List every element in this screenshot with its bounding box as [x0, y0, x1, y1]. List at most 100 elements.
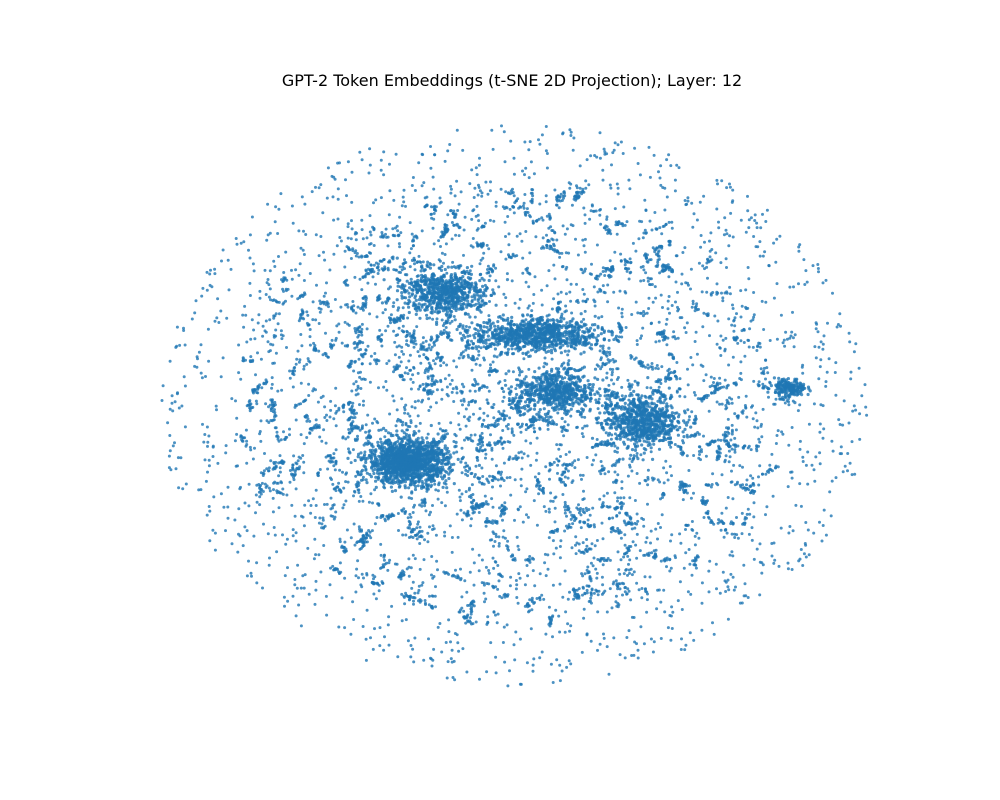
- scatter-point: [513, 329, 517, 333]
- scatter-point: [588, 409, 592, 413]
- scatter-point: [450, 468, 455, 472]
- scatter-point: [359, 451, 363, 455]
- scatter-point: [693, 534, 697, 538]
- scatter-point: [589, 397, 593, 401]
- scatter-point: [519, 205, 523, 209]
- scatter-point: [515, 392, 519, 397]
- scatter-point: [425, 313, 429, 317]
- scatter-point: [361, 355, 365, 359]
- scatter-point: [444, 288, 448, 292]
- scatter-point: [466, 282, 470, 286]
- scatter-point: [478, 279, 482, 283]
- scatter-point: [411, 476, 415, 480]
- scatter-point: [775, 434, 779, 437]
- scatter-point: [447, 461, 451, 465]
- scatter-point: [423, 288, 427, 292]
- scatter-point: [559, 375, 564, 379]
- scatter-point: [477, 463, 481, 467]
- scatter-point: [568, 322, 572, 327]
- scatter-point: [689, 425, 693, 429]
- scatter-point: [491, 291, 496, 295]
- scatter-point: [419, 260, 423, 264]
- scatter-point: [648, 417, 652, 421]
- scatter-point: [564, 332, 569, 337]
- scatter-point: [413, 462, 417, 466]
- scatter-point: [357, 452, 361, 456]
- scatter-point: [620, 405, 624, 409]
- scatter-point: [437, 310, 441, 314]
- scatter-point: [493, 540, 497, 543]
- scatter-point: [393, 451, 397, 456]
- scatter-point: [301, 454, 305, 457]
- scatter-point: [798, 386, 802, 390]
- scatter-point: [452, 482, 456, 486]
- scatter-point: [622, 440, 626, 444]
- scatter-point: [519, 347, 523, 351]
- scatter-point: [504, 328, 508, 333]
- scatter-point: [513, 557, 517, 560]
- scatter-point: [560, 325, 564, 330]
- scatter-point: [395, 466, 399, 470]
- scatter-point: [428, 455, 432, 459]
- scatter-point: [622, 421, 627, 425]
- scatter-point: [636, 444, 640, 448]
- scatter-point: [682, 435, 686, 439]
- scatter-point: [463, 278, 467, 282]
- scatter-point: [435, 464, 439, 468]
- scatter-point: [406, 454, 410, 458]
- scatter-point: [595, 339, 599, 343]
- scatter-point: [608, 426, 612, 430]
- scatter-point: [435, 301, 439, 305]
- scatter-point: [507, 369, 511, 373]
- scatter-point: [452, 303, 456, 307]
- scatter-point: [355, 541, 359, 545]
- scatter-point: [482, 224, 486, 228]
- scatter-point: [601, 378, 605, 382]
- scatter-point: [417, 456, 421, 460]
- scatter-point: [542, 407, 546, 411]
- scatter-point: [416, 465, 420, 469]
- scatter-point: [640, 443, 644, 447]
- scatter-point: [422, 269, 426, 273]
- scatter-point: [436, 432, 440, 436]
- scatter-point: [652, 442, 656, 446]
- scatter-point: [570, 330, 574, 334]
- scatter-point: [628, 406, 632, 410]
- scatter-point: [777, 376, 781, 380]
- scatter-point: [614, 436, 618, 440]
- scatter-point: [558, 337, 562, 341]
- scatter-point: [409, 277, 413, 281]
- scatter-point: [442, 298, 446, 302]
- scatter-point: [487, 328, 491, 332]
- scatter-point: [607, 346, 611, 350]
- scatter-point: [431, 272, 435, 276]
- scatter-point: [506, 347, 510, 351]
- scatter-point: [725, 384, 729, 388]
- scatter-point: [448, 470, 452, 474]
- scatter-point: [398, 484, 402, 488]
- scatter-point: [683, 421, 687, 425]
- scatter-point: [509, 385, 513, 389]
- scatter-point: [405, 450, 409, 454]
- scatter-point: [786, 380, 790, 385]
- scatter-point: [376, 444, 380, 448]
- scatter-point: [719, 334, 723, 338]
- scatter-point: [593, 314, 597, 318]
- scatter-point: [366, 456, 370, 460]
- scatter-point: [353, 458, 357, 463]
- scatter-point: [632, 389, 636, 393]
- scatter-point: [572, 376, 577, 380]
- scatter-point: [463, 286, 467, 290]
- scatter-point: [291, 466, 295, 469]
- scatter-point: [509, 322, 513, 326]
- scatter-point: [447, 296, 451, 300]
- scatter-point: [427, 397, 431, 401]
- scatter-point: [459, 290, 463, 294]
- scatter-point: [550, 378, 554, 382]
- scatter-point: [466, 339, 470, 343]
- scatter-point: [348, 451, 352, 455]
- scatter-point: [449, 463, 454, 467]
- scatter-point: [753, 425, 757, 429]
- scatter-point: [462, 609, 466, 613]
- scatter-point: [380, 442, 385, 447]
